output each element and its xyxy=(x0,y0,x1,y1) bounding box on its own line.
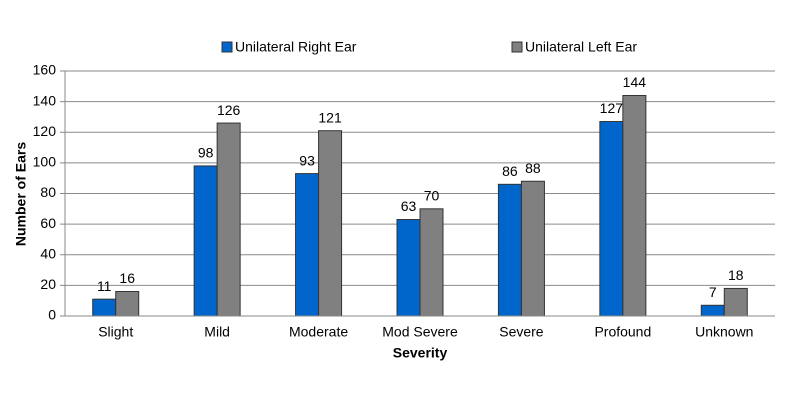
value-label: 63 xyxy=(401,198,417,214)
value-label: 7 xyxy=(709,284,717,300)
y-axis-title: Number of Ears xyxy=(13,142,29,246)
y-tick-label: 40 xyxy=(40,245,56,261)
y-tick-label: 100 xyxy=(33,154,57,170)
bar xyxy=(497,183,522,317)
y-tick-label: 80 xyxy=(40,184,56,200)
bar xyxy=(115,291,140,317)
y-tick-label: 140 xyxy=(33,92,57,108)
legend-label: Unilateral Left Ear xyxy=(525,39,637,55)
y-tick-label: 0 xyxy=(48,307,56,323)
bar xyxy=(92,298,117,317)
legend-label: Unilateral Right Ear xyxy=(235,39,357,55)
x-tick-label: Severe xyxy=(499,324,544,340)
x-axis-title: Severity xyxy=(393,345,448,361)
y-tick-label: 20 xyxy=(40,276,56,292)
value-label: 121 xyxy=(318,109,342,125)
value-label: 93 xyxy=(299,152,315,168)
value-label: 86 xyxy=(502,163,518,179)
x-tick-label: Moderate xyxy=(289,324,348,340)
value-label: 88 xyxy=(525,160,541,176)
bar xyxy=(396,219,421,317)
bar xyxy=(318,130,343,317)
y-tick-label: 60 xyxy=(40,215,56,231)
x-tick-label: Mild xyxy=(204,324,230,340)
bar xyxy=(723,287,748,317)
legend-swatch xyxy=(221,41,233,53)
bar xyxy=(295,173,320,317)
value-label: 98 xyxy=(198,145,214,161)
x-tick-label: Profound xyxy=(594,324,651,340)
bar xyxy=(520,180,545,317)
bar xyxy=(622,95,647,317)
x-tick-label: Unknown xyxy=(695,324,753,340)
legend-swatch xyxy=(511,41,523,53)
x-tick-label: Slight xyxy=(98,324,133,340)
value-label: 127 xyxy=(600,100,624,116)
value-label: 70 xyxy=(424,188,440,204)
bar xyxy=(419,208,444,317)
bar xyxy=(193,165,218,317)
value-label: 11 xyxy=(97,278,112,294)
bar xyxy=(216,122,241,317)
x-tick-label: Mod Severe xyxy=(382,324,458,340)
value-label: 16 xyxy=(119,270,135,286)
y-tick-label: 120 xyxy=(33,123,57,139)
value-label: 126 xyxy=(217,102,241,118)
value-label: 18 xyxy=(728,267,744,283)
bar xyxy=(599,121,624,317)
y-tick-label: 160 xyxy=(33,62,57,78)
bar xyxy=(700,304,725,317)
value-label: 144 xyxy=(623,74,647,90)
